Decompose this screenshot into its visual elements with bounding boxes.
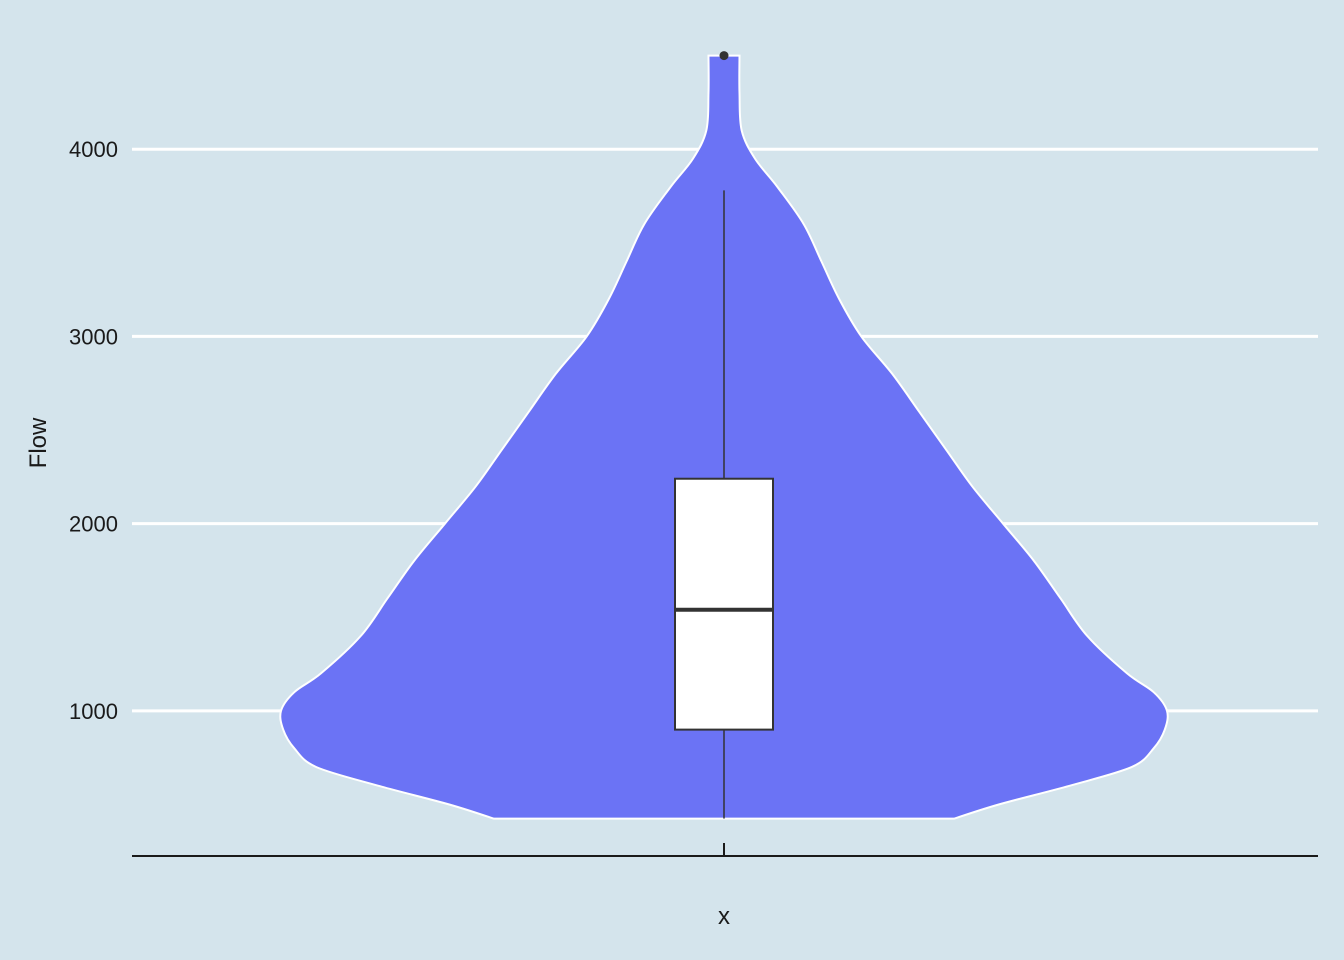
y-tick-label-3000: 3000 bbox=[69, 324, 118, 349]
y-tick-label-4000: 4000 bbox=[69, 137, 118, 162]
y-tick-label-2000: 2000 bbox=[69, 512, 118, 537]
y-tick-label-1000: 1000 bbox=[69, 699, 118, 724]
iqr-box bbox=[675, 479, 773, 730]
outlier-point-0 bbox=[720, 51, 729, 60]
y-axis-title: Flow bbox=[25, 417, 52, 468]
x-axis-title: x bbox=[718, 903, 730, 930]
